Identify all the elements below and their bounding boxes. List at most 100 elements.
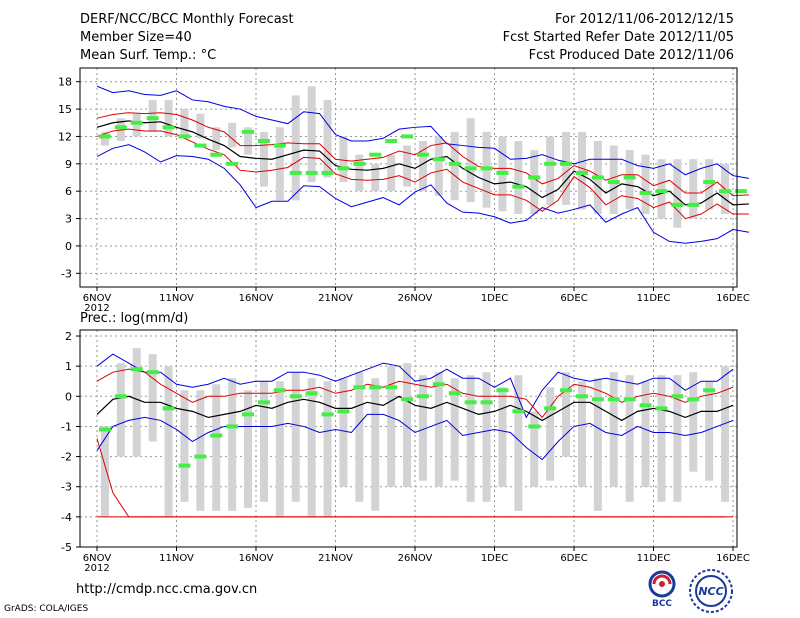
temp-box (562, 131, 571, 205)
temp-box (212, 127, 221, 151)
prec-frame (79, 329, 738, 548)
temp-box (641, 154, 650, 214)
prec-box (625, 375, 634, 502)
prec-box (355, 372, 364, 502)
temp-box (530, 150, 539, 214)
prec-box (180, 390, 189, 502)
prec-ytick-label: 0 (65, 390, 72, 403)
temp-box (148, 99, 157, 132)
ncc-logo: NCC (689, 569, 733, 613)
prec-ytick-label: -5 (61, 541, 72, 554)
prec-box (418, 375, 427, 481)
temp-box (132, 113, 141, 137)
temp-box (657, 159, 666, 219)
prec-ytick-label: 1 (65, 360, 72, 373)
prec-box (339, 378, 348, 487)
temp-box (228, 122, 237, 148)
prec-box (403, 363, 412, 487)
prec-ytick-label: 2 (65, 330, 72, 343)
prec-xtick-label: 11NOV (159, 553, 194, 564)
temp-ytick-label: 6 (65, 185, 72, 198)
temp-box (434, 136, 443, 196)
temp-ytick-label: 9 (65, 158, 72, 171)
prec-xtick-label: 11DEC (637, 553, 671, 564)
prec-box (450, 378, 459, 481)
temp-ytick-label: 12 (58, 130, 72, 143)
prec-box (466, 375, 475, 502)
prec-xtick-label: 21NOV (318, 553, 353, 564)
temp-box (625, 150, 634, 210)
temp-mean-line (96, 120, 749, 206)
prec-box (657, 375, 666, 502)
temp-box (387, 154, 396, 192)
prec-box (259, 381, 268, 502)
temp-box (339, 136, 348, 183)
temp-xtick-label: 11DEC (637, 293, 671, 304)
source-url[interactable]: http://cmdp.ncc.cma.gov.cn (76, 582, 258, 597)
prec-box (244, 390, 253, 508)
prec-xtick-sublabel: 2012 (84, 563, 109, 574)
bcc-logo: BCC (648, 570, 676, 608)
temp-envelope-high-line (96, 85, 749, 179)
prec-xtick-label: 16DEC (716, 553, 750, 564)
prec-box (228, 378, 237, 511)
chart-title: DERF/NCC/BCC Monthly Forecast (80, 12, 294, 27)
temp-box (450, 131, 459, 201)
prec-panel-title: Prec.: log(mm/d) (80, 311, 188, 326)
temp-box (673, 159, 682, 228)
ncc-logo-text: NCC (698, 585, 723, 598)
temp-xtick-sublabel: 2012 (84, 303, 109, 314)
prec-box (212, 384, 221, 511)
temp-box (291, 95, 300, 201)
prec-xtick-label: 16NOV (239, 553, 274, 564)
prec-xtick-label: 1DEC (481, 553, 508, 564)
prec-box (291, 372, 300, 502)
prec-box (514, 375, 523, 511)
temp-box (466, 118, 475, 203)
forecast-started-date: Fcst Started Refer Date 2012/11/05 (502, 30, 734, 45)
temp-box (180, 109, 189, 137)
temp-box (705, 159, 714, 210)
temp-xtick-label: 1DEC (481, 293, 508, 304)
prec-box (100, 426, 109, 517)
temp-ytick-label: 15 (58, 103, 72, 116)
forecast-produced-date: Fcst Produced Date 2012/11/06 (528, 48, 734, 63)
prec-box (609, 372, 618, 487)
prec-box (689, 372, 698, 472)
prec-box (148, 354, 157, 442)
temp-xtick-label: 16DEC (716, 293, 750, 304)
prec-box (562, 372, 571, 457)
prec-box (196, 390, 205, 511)
temp-xtick-label: 6NOV (83, 293, 112, 304)
temp-box (244, 127, 253, 155)
prec-envelope-low-line (96, 413, 734, 461)
prec-box (307, 378, 316, 517)
temp-xtick-label: 21NOV (318, 293, 353, 304)
temp-box (609, 145, 618, 214)
prec-box (577, 381, 586, 487)
temp-box (100, 131, 109, 146)
prec-box (593, 378, 602, 511)
temp-box (275, 127, 284, 201)
prec-box (434, 372, 443, 487)
temp-xtick-label: 6DEC (560, 293, 587, 304)
prec-ytick-label: -3 (61, 481, 72, 494)
temp-box (546, 136, 555, 205)
member-size-label: Member Size=40 (80, 30, 192, 45)
prec-box (164, 366, 173, 517)
temp-envelope-low-line (96, 144, 749, 244)
forecast-period: For 2012/11/06-2012/12/15 (555, 12, 734, 27)
prec-ytick-label: -2 (61, 451, 72, 464)
temp-ytick-label: 0 (65, 240, 72, 253)
temp-ytick-label: 18 (58, 76, 72, 89)
temp-frame (79, 67, 738, 288)
prec-box (641, 381, 650, 487)
temp-box (514, 141, 523, 214)
temp-ytick-label: -3 (61, 267, 72, 280)
prec-box (482, 372, 491, 502)
prec-xtick-label: 6DEC (560, 553, 587, 564)
prec-envelope-high-line (96, 353, 734, 419)
